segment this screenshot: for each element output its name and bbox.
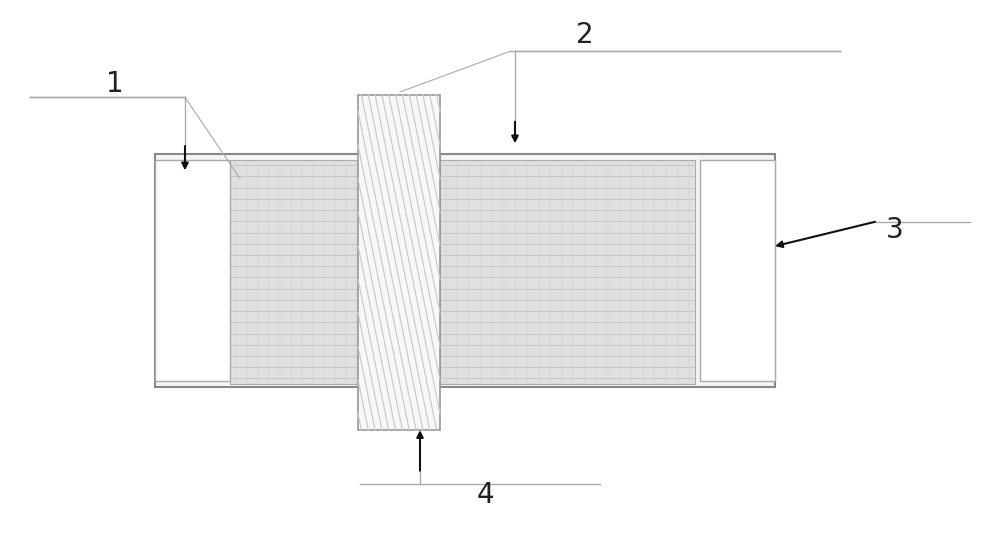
Bar [230,160,385,384]
Bar [440,160,695,384]
Text: 2: 2 [576,21,594,49]
Text: 1: 1 [106,70,124,98]
Bar [358,95,440,430]
Bar [155,154,440,387]
Text: 4: 4 [476,481,494,509]
Bar [700,160,775,381]
Text: 3: 3 [886,216,904,244]
Bar [440,154,775,387]
Bar [155,160,230,381]
